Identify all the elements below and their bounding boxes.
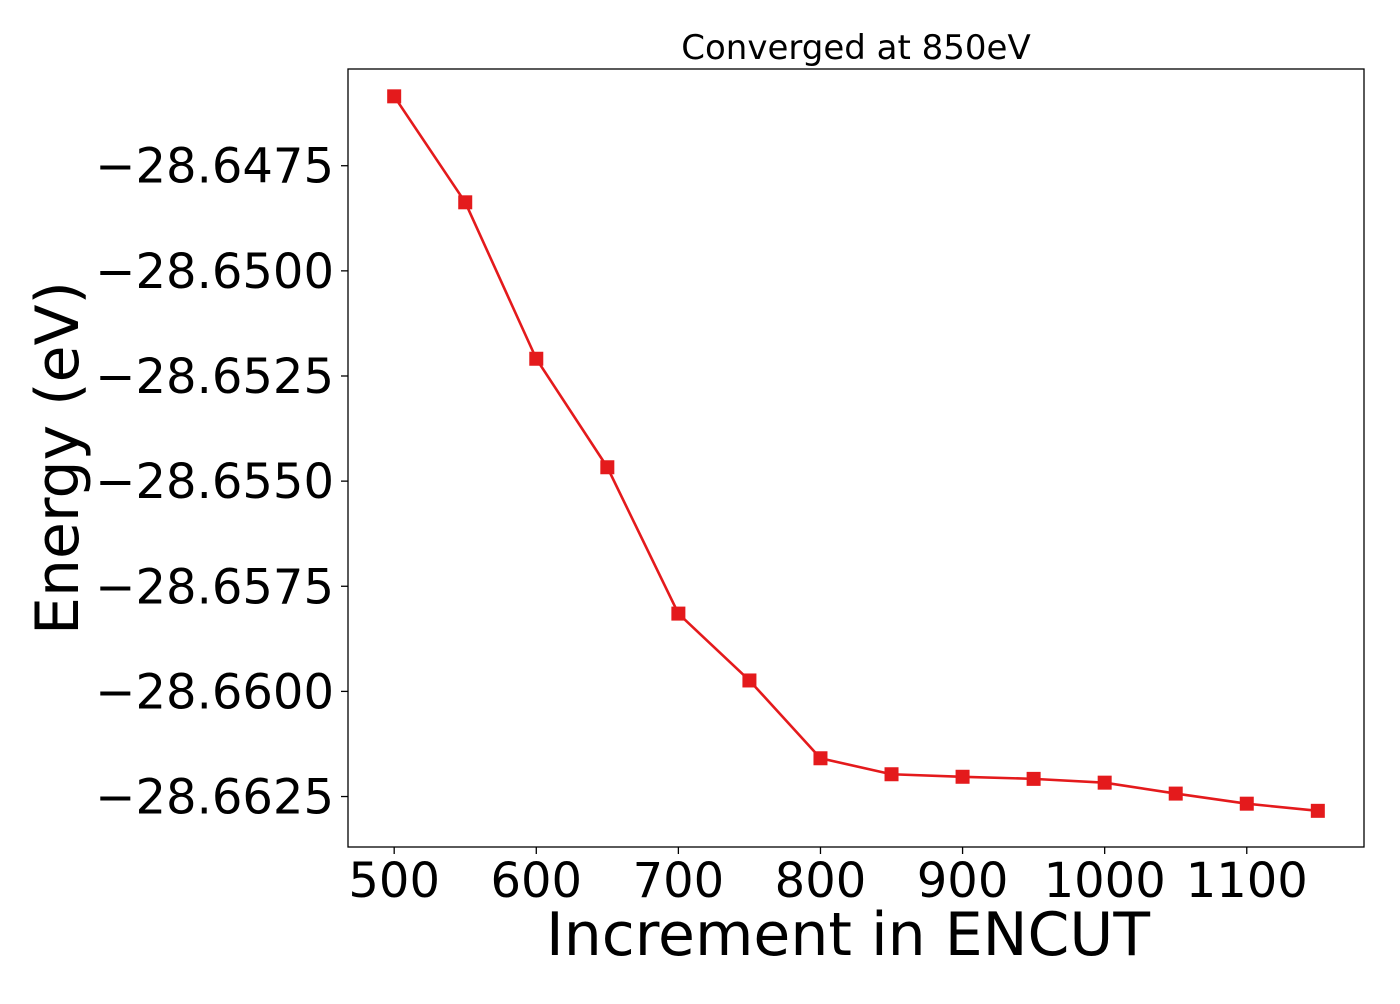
y-tick-label: −28.6575 <box>95 559 334 615</box>
data-point-marker <box>1168 786 1183 801</box>
data-point-marker <box>1239 796 1254 811</box>
chart-title: Converged at 850eV <box>681 28 1030 68</box>
y-tick-label: −28.6475 <box>95 139 334 195</box>
plot-frame <box>347 68 1365 848</box>
data-point-marker <box>600 460 615 475</box>
data-point-marker <box>529 351 544 366</box>
data-point-marker <box>671 606 686 621</box>
y-axis-label: Energy (eV) <box>23 281 93 635</box>
data-point-marker <box>742 673 757 688</box>
y-tick-label: −28.6600 <box>95 664 334 720</box>
x-axis-label: Increment in ENCUT <box>546 900 1150 970</box>
y-tick-label: −28.6625 <box>95 770 334 826</box>
data-point-marker <box>387 89 402 104</box>
data-point-marker <box>955 769 970 784</box>
y-tick-label: −28.6550 <box>95 454 334 510</box>
x-tick-label: 800 <box>775 853 867 909</box>
x-tick-label: 900 <box>917 853 1009 909</box>
series-line <box>393 95 1318 813</box>
y-tick-label: −28.6500 <box>95 244 334 300</box>
x-tick-label: 500 <box>348 853 440 909</box>
plot-area <box>387 89 1325 818</box>
data-point-marker <box>458 195 473 210</box>
data-point-marker <box>1026 771 1041 786</box>
x-tick-label: 1100 <box>1186 853 1308 909</box>
x-axis: 500 600 700 800 900 1000 1100 <box>348 847 1308 909</box>
y-tick-label: −28.6525 <box>95 349 334 405</box>
x-tick-label: 600 <box>490 853 582 909</box>
x-tick-label: 1000 <box>1044 853 1166 909</box>
data-point-marker <box>1097 775 1112 790</box>
x-tick-label: 700 <box>633 853 725 909</box>
y-axis: −28.6475 −28.6500 −28.6525 −28.6550 −28.6575… <box>95 139 348 826</box>
data-point-marker <box>884 767 899 782</box>
data-point-marker <box>1310 803 1325 818</box>
data-point-marker <box>813 751 828 766</box>
